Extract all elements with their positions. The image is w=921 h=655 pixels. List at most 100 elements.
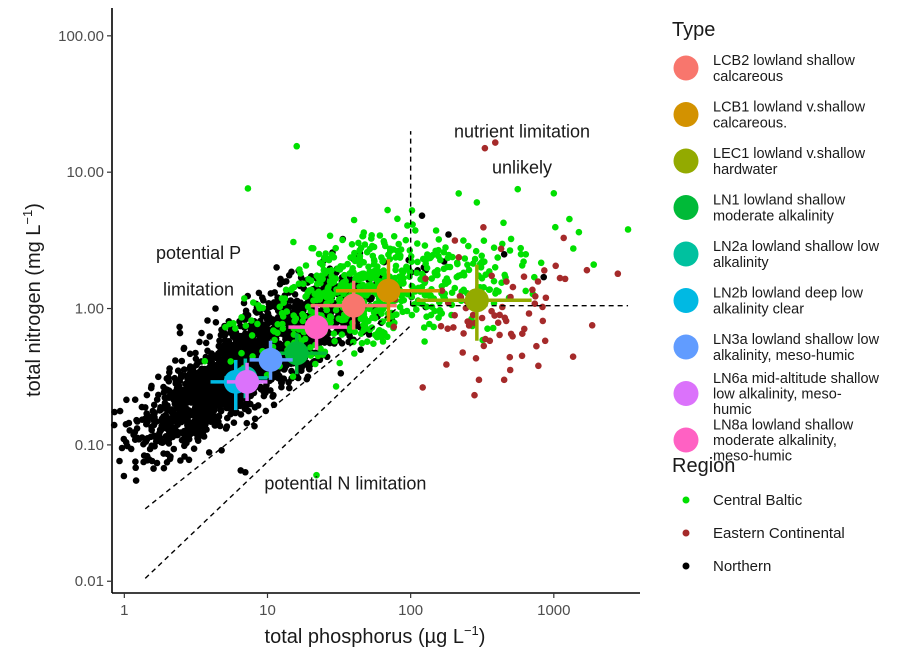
data-point	[178, 357, 186, 365]
data-point	[286, 384, 293, 392]
legend-key	[673, 381, 699, 406]
y-tick-label: 0.10	[75, 437, 104, 454]
legend-region-item: Eastern Continental	[682, 525, 845, 542]
data-point	[304, 303, 312, 311]
data-point	[270, 401, 278, 409]
legend-key	[682, 496, 690, 504]
data-point	[435, 236, 443, 243]
data-point	[437, 322, 445, 330]
y-tick-label: 10.00	[66, 164, 104, 181]
data-point	[120, 472, 128, 480]
data-point	[182, 380, 189, 388]
data-point	[535, 362, 542, 370]
data-point	[457, 271, 465, 279]
data-point	[365, 282, 373, 289]
data-point	[501, 271, 509, 279]
data-point	[346, 270, 354, 277]
data-point	[265, 304, 273, 311]
legend-label: LN3a lowland shallow low	[713, 332, 880, 348]
data-point	[120, 435, 128, 443]
data-point	[143, 436, 151, 443]
data-point	[157, 404, 164, 411]
data-point	[279, 325, 287, 333]
data-point	[260, 297, 267, 304]
data-point	[111, 408, 118, 416]
data-point	[351, 249, 358, 257]
annotation: unlikely	[492, 157, 552, 177]
data-point	[385, 251, 392, 258]
data-point	[494, 319, 502, 327]
data-point	[473, 199, 481, 206]
data-point	[227, 358, 234, 365]
data-point	[453, 259, 461, 267]
data-point	[132, 477, 140, 484]
data-point	[406, 267, 413, 274]
data-point	[461, 255, 469, 262]
data-point	[518, 352, 526, 360]
annotation: potential N limitation	[264, 474, 426, 494]
data-point	[444, 325, 452, 333]
data-point	[539, 303, 546, 311]
legend-label: Northern	[713, 558, 771, 575]
data-point	[221, 336, 229, 344]
data-point	[150, 401, 158, 409]
data-point	[147, 384, 155, 392]
type-markers	[210, 259, 532, 411]
data-point	[404, 222, 411, 229]
data-point	[478, 314, 486, 322]
data-point	[289, 373, 297, 380]
data-point	[507, 235, 515, 243]
data-point	[254, 320, 261, 328]
data-point	[501, 314, 509, 322]
data-point	[278, 379, 285, 387]
data-point	[419, 384, 427, 391]
data-point	[478, 252, 486, 260]
data-point	[455, 190, 463, 197]
data-point	[192, 349, 199, 357]
data-point	[160, 464, 168, 472]
data-point	[192, 421, 200, 428]
data-point	[174, 367, 182, 375]
data-point	[387, 245, 395, 253]
data-point	[414, 240, 421, 247]
legend-region-title: Region	[672, 455, 735, 477]
data-point	[212, 319, 220, 326]
annotation: limitation	[163, 279, 234, 299]
data-point	[153, 396, 161, 403]
data-point	[116, 457, 123, 465]
data-point	[165, 432, 172, 439]
data-point	[180, 345, 188, 353]
legend-label: LN2a lowland shallow low	[713, 239, 880, 255]
data-point	[539, 317, 547, 325]
type-mean-point	[464, 288, 489, 313]
data-point	[534, 278, 542, 285]
data-point	[379, 305, 387, 313]
data-point	[499, 303, 506, 311]
data-point	[151, 443, 158, 450]
data-point	[331, 337, 338, 345]
data-point	[233, 408, 240, 416]
data-point	[305, 275, 312, 283]
data-point	[514, 185, 522, 193]
data-point	[206, 333, 213, 340]
data-point	[376, 327, 383, 334]
data-point	[322, 255, 329, 263]
data-point	[316, 259, 324, 267]
data-point	[556, 274, 564, 282]
data-point	[150, 465, 157, 472]
data-point	[174, 397, 181, 405]
legend-label: LN2b lowland deep low	[713, 286, 863, 302]
data-point	[493, 287, 500, 294]
data-point	[332, 244, 340, 252]
data-point	[460, 237, 467, 244]
data-point	[417, 276, 424, 283]
data-point	[280, 299, 288, 307]
data-point	[200, 433, 208, 440]
data-point	[212, 305, 219, 312]
data-point	[314, 280, 322, 287]
data-point	[142, 415, 149, 422]
